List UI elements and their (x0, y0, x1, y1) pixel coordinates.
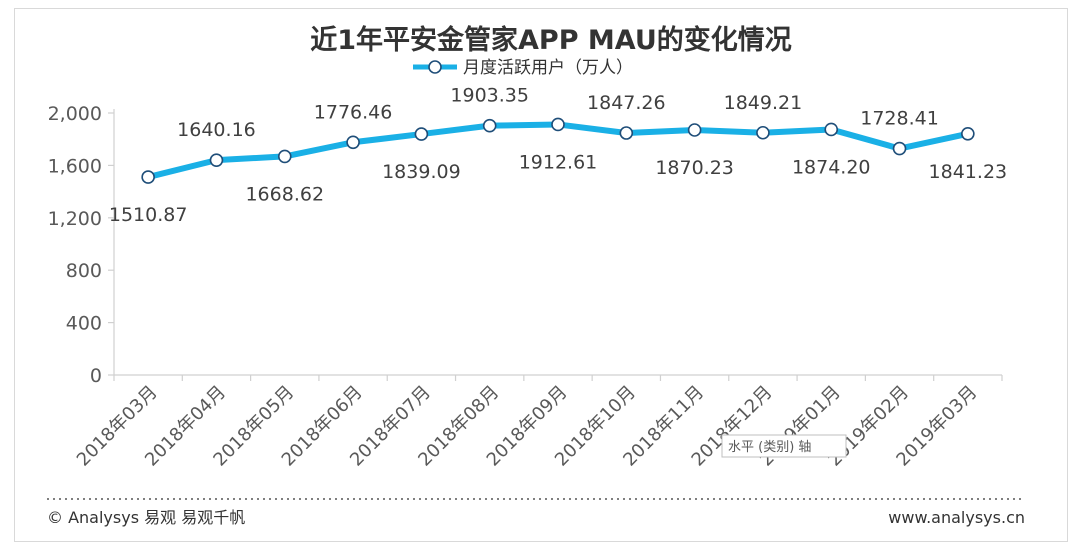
data-label: 1640.16 (177, 119, 256, 141)
data-labels: 1510.87 1640.16 1668.62 1776.46 1839.09 1903.… (109, 85, 1007, 226)
data-point (756, 125, 770, 140)
data-label: 1510.87 (109, 204, 188, 226)
data-point (551, 117, 565, 132)
x-axis-ticks: 2018年03月2018年04月2018年05月2018年06月2018年07月… (73, 375, 1003, 471)
data-point (892, 141, 907, 156)
legend: 月度活跃用户（万人） (413, 58, 633, 78)
y-tick-label: 0 (90, 365, 102, 387)
y-tick-label: 1,200 (48, 208, 102, 230)
footer-copyright: © Analysys 易观 易观千帆 (47, 508, 245, 527)
data-point (209, 153, 224, 167)
data-point (619, 126, 634, 140)
y-tick-label: 1,600 (48, 155, 102, 177)
axes (113, 109, 1002, 376)
data-label: 1728.41 (860, 108, 939, 130)
data-label: 1668.62 (245, 183, 324, 205)
data-label: 1870.23 (655, 157, 734, 179)
footer-website: www.analysys.cn (888, 508, 1025, 527)
line-chart: 近1年平安金管家APP MAU的变化情况 月度活跃用户（万人） 0 400 800 1… (47, 24, 1025, 527)
tooltip-text: 水平 (类别) 轴 (728, 440, 811, 455)
chart-title: 近1年平安金管家APP MAU的变化情况 (310, 24, 792, 56)
tooltip-box (721, 434, 847, 458)
data-point (824, 122, 839, 137)
data-label: 1874.20 (792, 156, 871, 178)
data-point (141, 170, 155, 184)
legend-marker (428, 60, 442, 74)
data-label: 1776.46 (314, 101, 393, 123)
y-tick-label: 2,000 (48, 103, 102, 125)
y-tick-label: 800 (66, 260, 102, 282)
data-point (482, 118, 497, 133)
data-point (414, 127, 429, 141)
chart-frame: 近1年平安金管家APP MAU的变化情况 月度活跃用户（万人） 0 400 800 1… (14, 8, 1068, 542)
data-label: 1847.26 (587, 92, 666, 114)
data-point (277, 149, 292, 164)
data-points (141, 117, 975, 184)
data-point (961, 126, 975, 141)
data-label: 1839.09 (382, 161, 461, 183)
axis-tooltip: 水平 (类别) 轴 (721, 434, 847, 458)
legend-label: 月度活跃用户（万人） (463, 58, 633, 78)
data-point (687, 123, 702, 137)
data-label: 1903.35 (450, 85, 529, 107)
y-axis-ticks: 0 400 800 1,200 1,600 2,000 (48, 103, 114, 387)
y-tick-label: 400 (66, 313, 102, 335)
data-label: 1912.61 (519, 151, 598, 173)
data-label: 1841.23 (929, 161, 1008, 183)
data-label: 1849.21 (724, 92, 803, 114)
data-point (346, 135, 360, 150)
